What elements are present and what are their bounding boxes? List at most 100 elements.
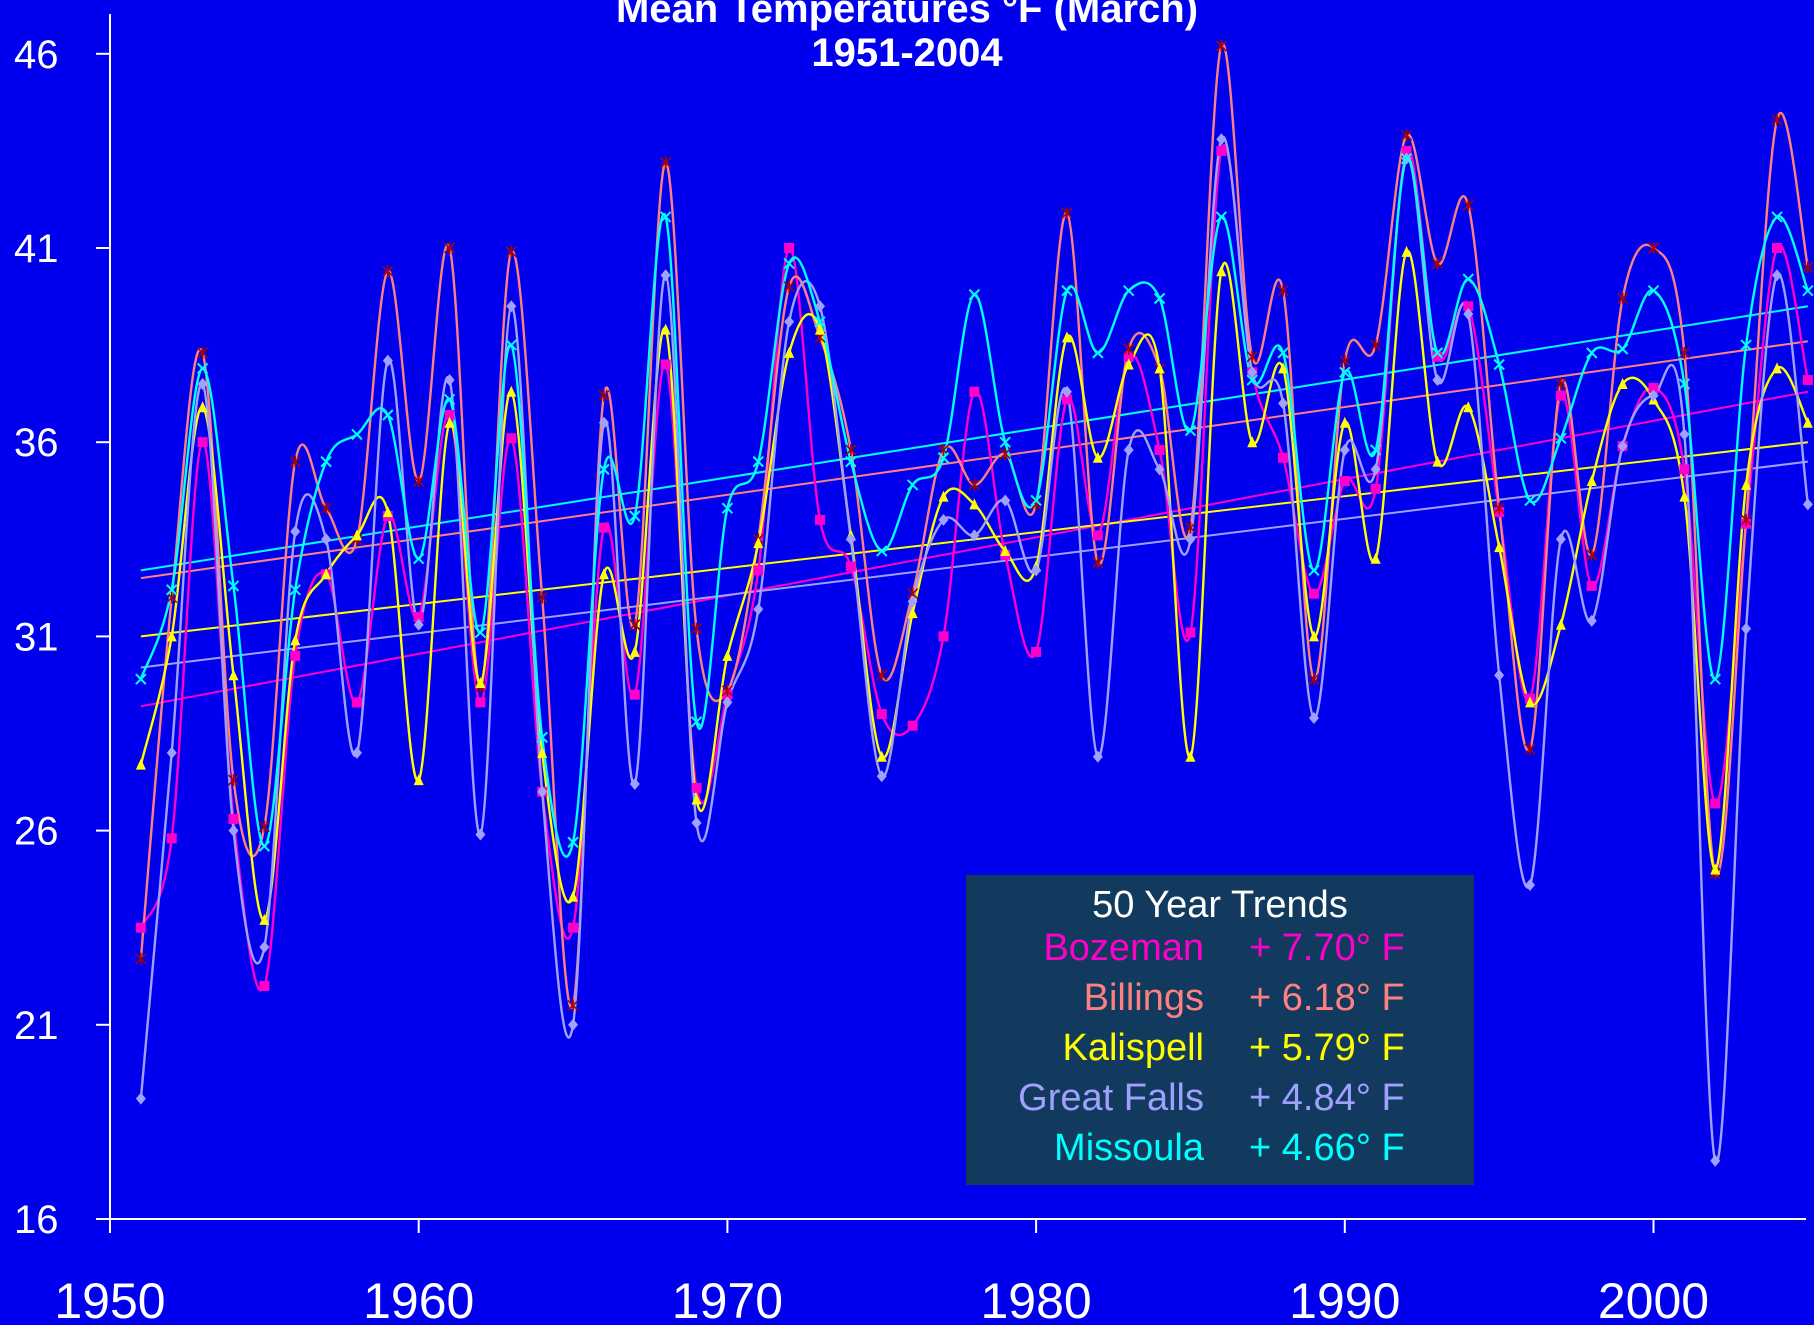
data-point-great-falls [1308,711,1319,724]
data-point-missoula [1184,424,1197,437]
data-point-bozeman [1308,588,1319,599]
data-point-kalispell [1000,544,1011,556]
data-point-bozeman [1061,394,1072,405]
legend-entry-name: Bozeman [1043,927,1204,969]
data-point-great-falls [1525,878,1536,891]
data-point-bozeman [876,709,887,720]
data-point-billings [1462,199,1474,212]
data-point-billings [1277,284,1289,297]
data-point-billings [1308,673,1320,686]
data-point-missoula [1246,374,1258,386]
data-point-great-falls [506,300,517,313]
data-point-missoula [1339,366,1351,378]
data-point-billings [1246,350,1258,363]
data-point-kalispell [1308,630,1319,642]
data-point-missoula [289,584,301,596]
y-tick-label: 26 [14,810,59,854]
data-point-kalispell [321,568,332,580]
data-point-bozeman [691,782,702,793]
data-point-billings [1524,743,1536,756]
data-point-missoula [721,502,734,514]
data-point-bozeman [444,410,455,421]
x-tick-label: 1970 [672,1273,783,1325]
data-point-great-falls [475,828,486,841]
data-point-missoula [999,436,1011,448]
data-point-billings [629,618,641,631]
data-point-bozeman [1123,351,1134,362]
data-point-kalispell [691,793,702,805]
data-point-missoula [659,211,672,223]
data-point-kalispell [938,490,949,502]
x-tick-label: 1950 [54,1273,165,1325]
data-point-billings [413,475,425,488]
data-point-missoula [474,626,487,639]
data-point-bozeman [1092,530,1103,541]
data-point-great-falls [629,777,640,790]
data-point-kalispell [537,746,548,758]
data-point-billings [1740,513,1752,526]
data-point-kalispell [135,758,146,770]
data-point-kalispell [629,645,640,657]
data-point-kalispell [413,774,424,786]
data-point-kalispell [1247,436,1258,448]
data-point-billings [1400,129,1413,142]
data-point-billings [536,591,548,604]
data-point-bozeman [1339,476,1350,487]
data-point-missoula [1678,378,1691,390]
data-point-bozeman [598,522,609,533]
data-point-missoula [1462,273,1474,285]
data-point-missoula [196,362,209,375]
data-point-kalispell [1370,552,1381,564]
data-point-great-falls [598,416,609,429]
data-point-billings [1215,40,1227,53]
data-point-great-falls [166,746,177,759]
data-point-bozeman [1710,798,1721,809]
data-point-missoula [1123,285,1135,297]
data-point-billings [1586,548,1598,561]
data-point-great-falls [1741,622,1752,635]
data-point-kalispell [1679,490,1690,502]
legend-entry-name: Missoula [1054,1127,1204,1169]
data-point-kalispell [876,750,887,762]
data-point-missoula [690,716,703,728]
data-point-missoula [227,580,240,592]
data-point-missoula [1153,292,1166,305]
data-point-kalispell [753,537,764,549]
data-point-billings [1617,292,1629,305]
data-point-bozeman [1648,382,1659,393]
data-point-bozeman [969,386,980,397]
data-point-kalispell [197,401,208,413]
data-point-great-falls [382,354,393,367]
data-point-kalispell [290,634,301,646]
data-point-great-falls [1216,133,1227,146]
data-point-missoula [1524,494,1536,507]
data-point-bozeman [1216,145,1227,156]
data-point-kalispell [1432,455,1443,467]
data-point-missoula [258,840,271,852]
data-point-missoula [1061,285,1073,297]
x-tick-label: 2000 [1598,1273,1709,1325]
data-point-kalispell [660,323,671,335]
data-point-bozeman [1370,483,1381,494]
data-point-kalispell [1154,362,1165,374]
x-tick-label: 1990 [1289,1273,1400,1325]
data-point-billings [1123,342,1135,355]
data-point-missoula [1215,211,1228,223]
legend: 50 Year Trends Bozeman + 7.70° F Billings +… [966,875,1474,1185]
data-point-billings [968,478,980,491]
data-point-great-falls [1679,428,1690,441]
data-markers [135,40,1814,1167]
x-tick-label: 1980 [980,1273,1091,1325]
data-point-missoula [412,553,425,565]
legend-entry-value: + 4.84° F [1249,1077,1405,1119]
axes: 16 21 26 31 36 41 46 1950 1960 1970 1980 1990 2000 [14,14,1806,1325]
data-point-great-falls [753,603,764,616]
data-point-kalispell [228,669,239,681]
data-point-missoula [135,673,147,685]
data-point-kalispell [1092,451,1103,463]
data-point-kalispell [598,568,609,580]
data-point-missoula [1369,444,1382,456]
data-point-kalispell [1278,362,1289,374]
data-point-billings [505,245,517,258]
